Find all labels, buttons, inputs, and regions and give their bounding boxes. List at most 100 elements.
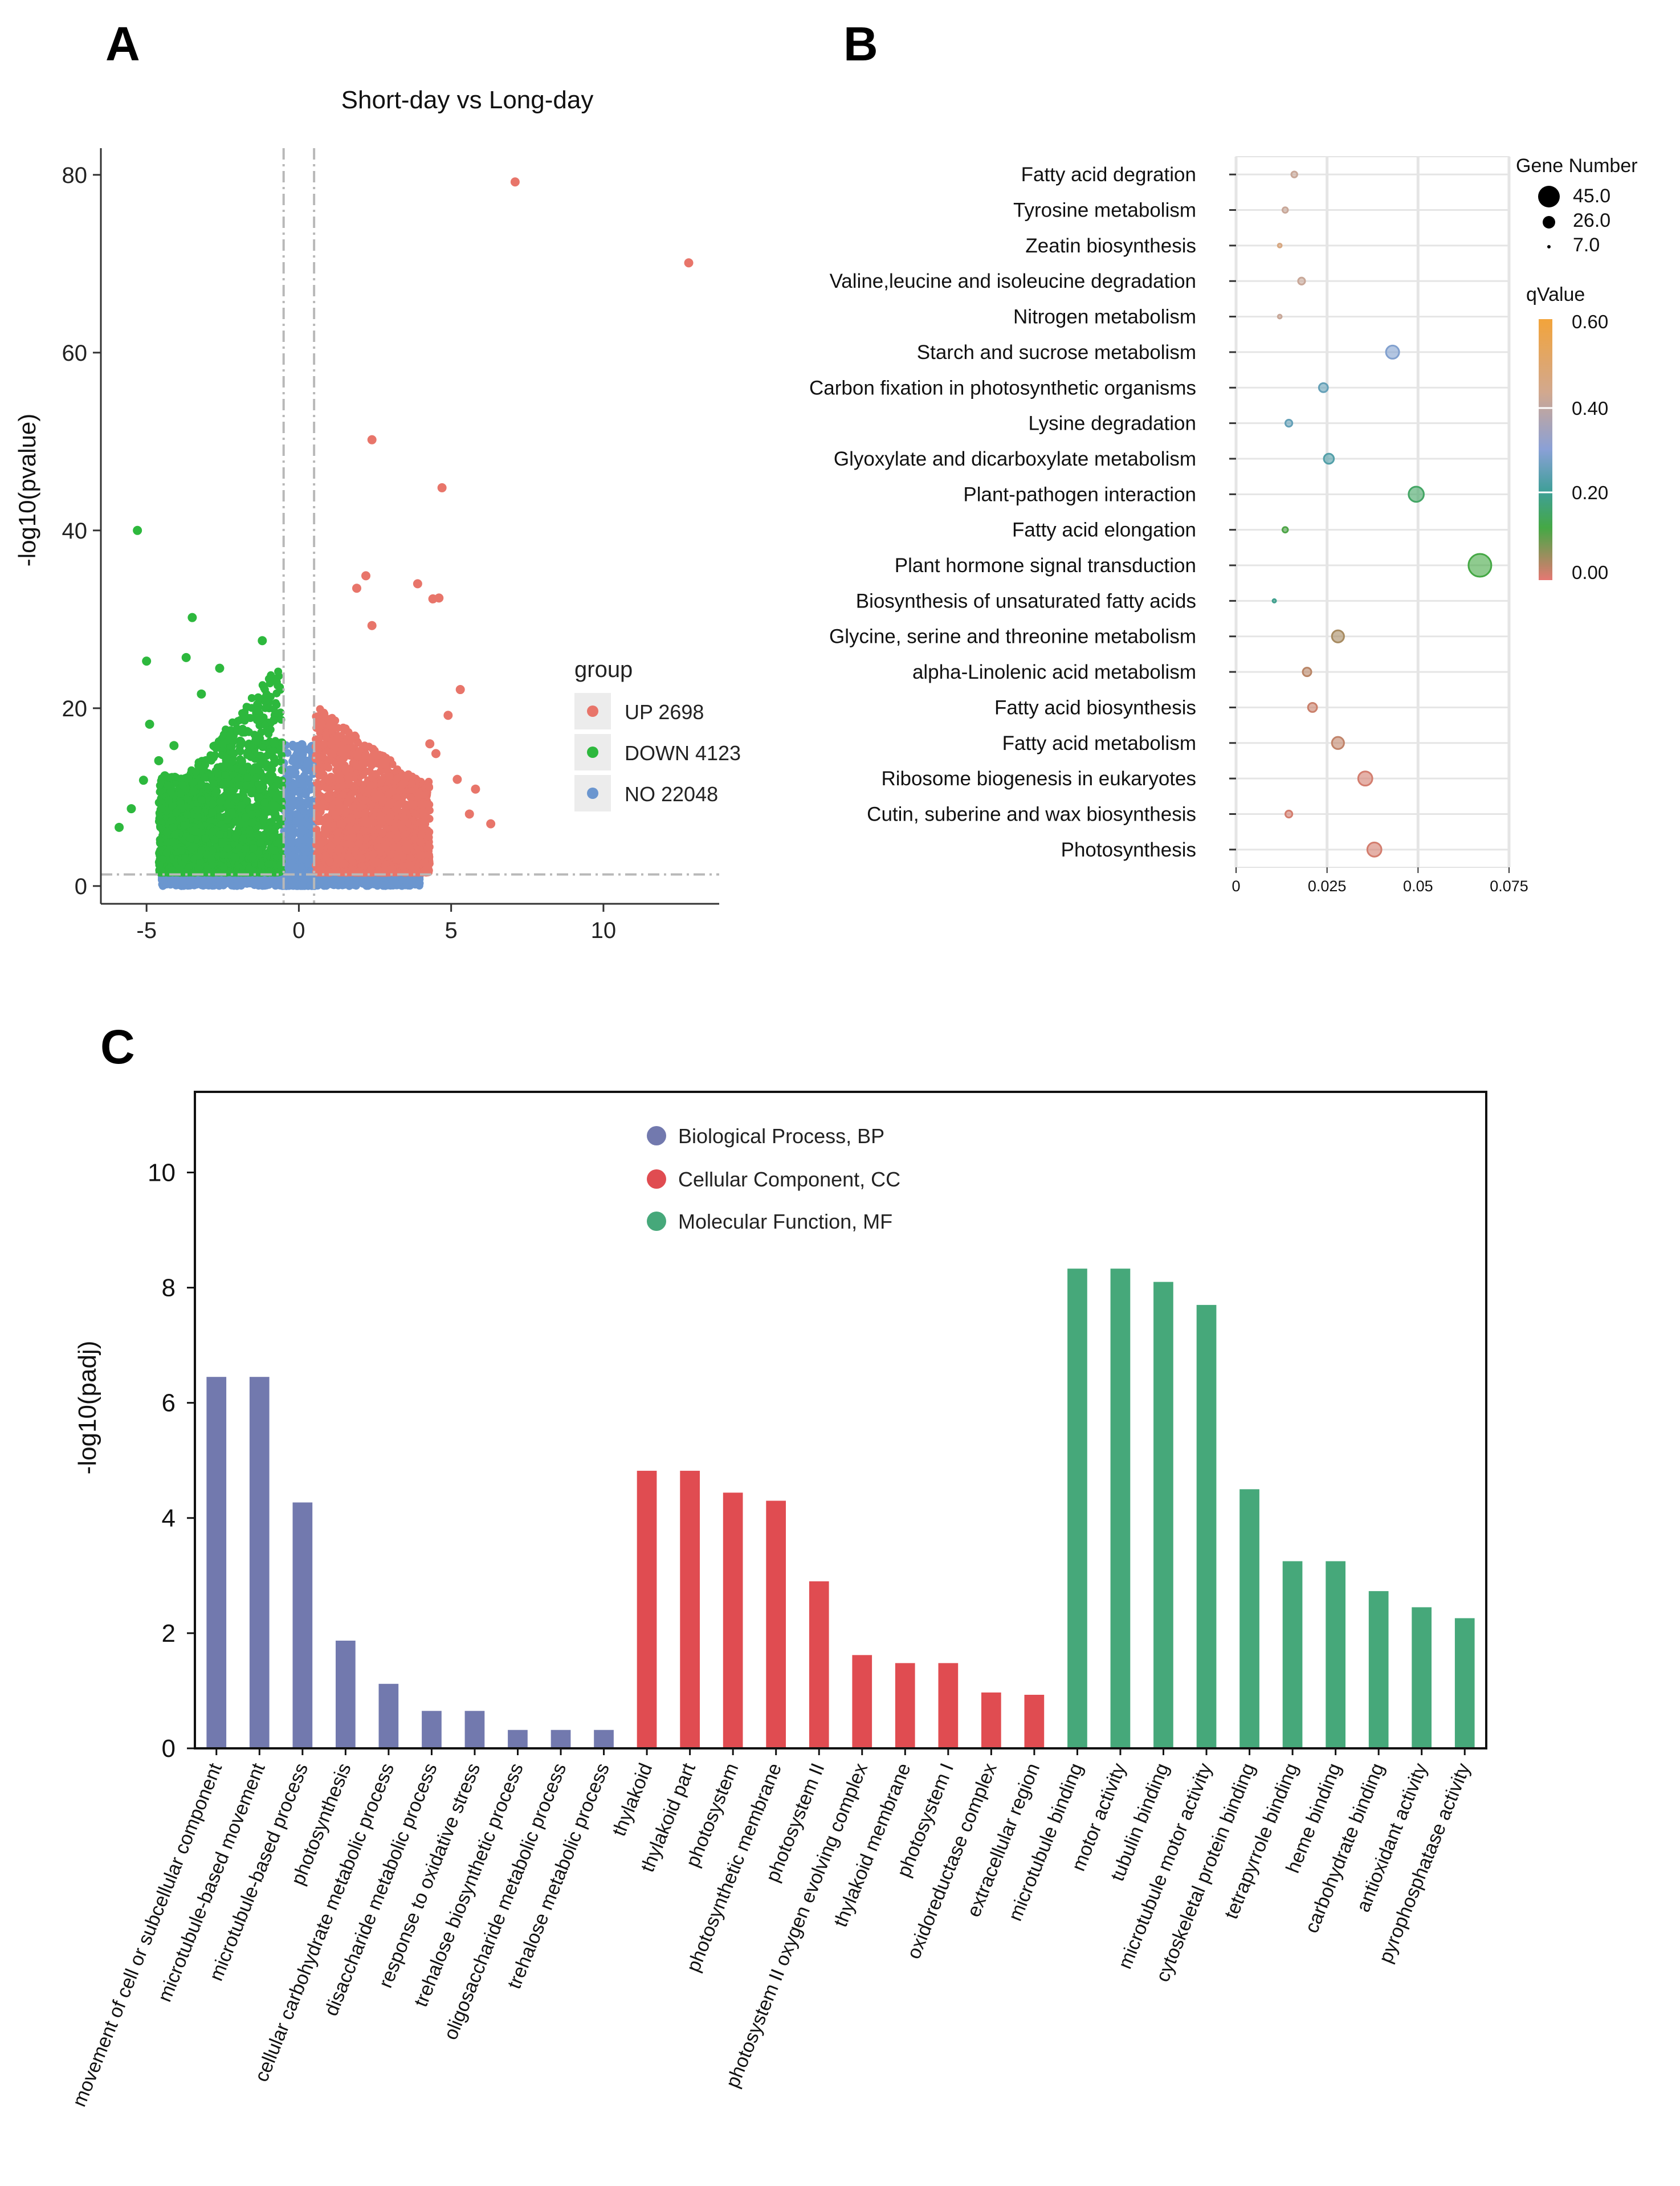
- volcano-cloud-point: [273, 838, 282, 847]
- volcano-cloud-point: [247, 787, 256, 796]
- volcano-cloud-point: [268, 833, 277, 841]
- volcano-cloud-point: [209, 780, 218, 788]
- volcano-cloud-point: [425, 782, 433, 791]
- volcano-cloud-point: [270, 716, 278, 725]
- panel-label-a: A: [105, 17, 140, 71]
- volcano-cloud-point: [312, 825, 321, 834]
- volcano-cloud-point: [186, 834, 195, 843]
- volcano-cloud-point: [258, 743, 267, 752]
- volcano-cloud-point: [257, 860, 266, 869]
- volcano-cloud-point: [350, 881, 358, 890]
- volcano-cloud-point: [325, 858, 334, 866]
- volcano-cloud-point: [272, 814, 281, 822]
- volcano-cloud-point: [248, 804, 256, 812]
- volcano-cloud-point: [241, 813, 250, 822]
- volcano-cloud-point: [219, 839, 227, 847]
- volcano-cloud-point: [261, 698, 270, 705]
- volcano-cloud-point: [325, 755, 334, 763]
- volcano-cloud-point: [238, 766, 247, 775]
- volcano-cloud-point: [346, 822, 354, 831]
- volcano-cloud-point: [290, 863, 299, 871]
- volcano-cloud-point: [335, 801, 344, 809]
- volcano-cloud-point: [284, 813, 293, 822]
- volcano-cloud-point: [270, 803, 278, 811]
- volcano-cloud-point: [218, 740, 227, 748]
- volcano-cloud-point: [288, 769, 296, 777]
- volcano-cloud-point: [253, 706, 262, 715]
- volcano-cloud-point: [220, 863, 228, 872]
- volcano-y-axis-label: -log10(pvalue): [14, 414, 40, 567]
- volcano-cloud-point: [256, 752, 265, 760]
- volcano-title: Short-day vs Long-day: [341, 86, 594, 114]
- volcano-cloud-point: [264, 860, 272, 868]
- volcano-cloud-point: [292, 800, 300, 808]
- volcano-cloud-point: [228, 718, 236, 727]
- volcano-cloud-point: [419, 791, 428, 799]
- volcano-cloud-point: [270, 705, 278, 713]
- volcano-cloud-point: [347, 735, 356, 743]
- volcano-cloud-point: [172, 809, 181, 817]
- volcano-cloud-point: [181, 854, 189, 862]
- volcano-cloud-point: [255, 761, 264, 770]
- volcano-cloud-point: [238, 757, 246, 766]
- volcano-cloud-point: [224, 815, 232, 824]
- volcano-cloud-point: [246, 713, 254, 722]
- volcano-cloud-point: [253, 700, 262, 708]
- volcano-cloud-point: [408, 772, 417, 781]
- volcano-cloud-point: [216, 813, 225, 821]
- volcano-cloud-point: [388, 760, 397, 769]
- volcano-cloud-point: [156, 846, 164, 855]
- volcano-cloud-point: [370, 879, 378, 887]
- volcano-cloud-point: [288, 832, 296, 840]
- volcano-cloud-point: [295, 787, 303, 796]
- volcano-cloud-point: [361, 796, 370, 805]
- volcano-cloud-point: [376, 779, 385, 787]
- volcano-cloud-point: [170, 773, 179, 781]
- volcano-cloud-point: [157, 867, 166, 875]
- volcano-cloud-point: [266, 818, 275, 826]
- volcano-cloud-point: [219, 850, 227, 859]
- panel-label-c: C: [100, 1020, 135, 1074]
- volcano-cloud-point: [197, 796, 206, 804]
- volcano-cloud-point: [232, 795, 240, 804]
- volcano-cloud-point: [313, 717, 322, 725]
- volcano-cloud-point: [299, 826, 308, 835]
- volcano-cloud-point: [409, 785, 417, 794]
- volcano-cloud-point: [232, 853, 240, 862]
- volcano-plot: Short-day vs Long-day -log10(pvalue) -5 0…: [14, 86, 741, 943]
- volcano-cloud-point: [272, 678, 281, 686]
- volcano-cloud-point: [203, 784, 211, 792]
- volcano-cloud-point: [227, 808, 236, 817]
- volcano-cloud-point: [231, 833, 240, 841]
- volcano-cloud-point: [261, 704, 270, 712]
- volcano-cloud-point: [248, 810, 256, 819]
- volcano-cloud-point: [219, 763, 228, 772]
- volcano-cloud-point: [243, 879, 251, 888]
- volcano-cloud-point: [156, 788, 164, 796]
- volcano-cloud-point: [274, 667, 283, 676]
- volcano-cloud-point: [241, 845, 250, 853]
- volcano-cloud-point: [201, 834, 210, 843]
- volcano-cloud-point: [170, 880, 179, 888]
- volcano-cloud-point: [213, 763, 222, 772]
- volcano-cloud-point: [195, 852, 203, 860]
- volcano-cloud-point: [209, 827, 217, 836]
- volcano-cloud-point: [266, 725, 275, 734]
- volcano-cloud-point: [288, 838, 296, 846]
- volcano-cloud-point: [233, 882, 241, 890]
- panel-label-b: B: [843, 17, 878, 71]
- volcano-cloud-point: [269, 747, 278, 755]
- volcano-cloud-point: [184, 774, 193, 783]
- volcano-cloud-point: [155, 860, 164, 869]
- volcano-cloud-point: [263, 806, 272, 814]
- volcano-cloud-point: [267, 671, 275, 679]
- volcano-cloud-point: [217, 798, 225, 806]
- volcano-cloud-point: [256, 784, 265, 793]
- volcano-cloud-point: [276, 819, 284, 828]
- volcano-cloud-point: [162, 849, 171, 857]
- volcano-cloud-point: [237, 801, 246, 810]
- volcano-cloud-point: [252, 716, 261, 724]
- volcano-cloud-point: [295, 774, 303, 783]
- volcano-cloud-point: [301, 767, 310, 775]
- volcano-cloud-point: [243, 703, 252, 711]
